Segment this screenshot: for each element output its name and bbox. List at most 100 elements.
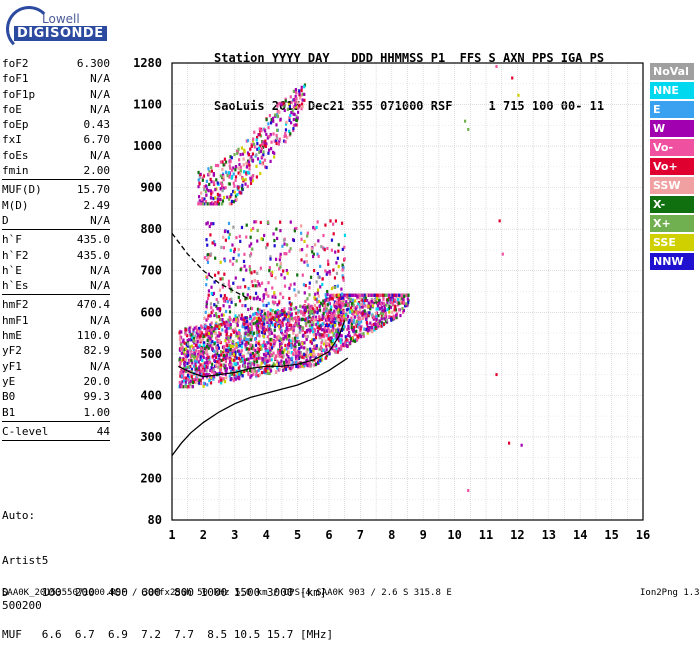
echo-point xyxy=(288,129,291,133)
echo-point xyxy=(289,311,292,315)
echo-point xyxy=(308,324,311,328)
echo-point xyxy=(255,373,258,377)
echo-point xyxy=(378,324,381,328)
echo-point xyxy=(191,335,194,340)
echo-point xyxy=(343,245,346,249)
echo-point xyxy=(395,313,398,317)
echo-point xyxy=(302,362,305,366)
echo-point xyxy=(247,372,250,377)
echo-point xyxy=(196,357,199,361)
echo-point xyxy=(359,320,363,324)
echo-point xyxy=(239,191,242,195)
echo-point xyxy=(280,352,283,357)
echo-point xyxy=(245,340,248,344)
echo-point xyxy=(278,137,281,141)
echo-point xyxy=(214,350,218,354)
echo-point xyxy=(205,300,208,304)
echo-point xyxy=(255,330,259,334)
echo-point xyxy=(187,342,190,346)
echo-point xyxy=(190,333,193,337)
echo-point xyxy=(312,252,315,256)
echo-point xyxy=(359,308,362,312)
echo-point xyxy=(209,189,212,193)
echo-point xyxy=(276,354,280,358)
echo-point xyxy=(206,383,209,387)
echo-point xyxy=(301,355,304,359)
echo-point xyxy=(332,222,335,226)
echo-point xyxy=(227,350,231,354)
echo-point xyxy=(376,296,379,301)
echo-point xyxy=(342,266,345,270)
echo-point xyxy=(279,292,282,296)
echo-point xyxy=(311,250,314,254)
echo-point xyxy=(234,175,238,179)
echo-point xyxy=(336,296,339,301)
echo-point xyxy=(295,91,298,95)
echo-point xyxy=(260,142,264,147)
echo-point xyxy=(290,317,293,321)
echo-point xyxy=(227,323,230,327)
echo-point xyxy=(239,344,242,348)
echo-point xyxy=(278,258,281,262)
echo-point xyxy=(240,345,243,349)
echo-point xyxy=(252,297,256,301)
echo-point xyxy=(214,256,217,260)
echo-point xyxy=(292,331,295,335)
echo-point xyxy=(195,349,198,353)
echo-point xyxy=(206,253,209,257)
echo-point xyxy=(303,313,306,317)
echo-point xyxy=(235,334,238,338)
echo-point xyxy=(213,342,216,346)
echo-point xyxy=(326,289,329,294)
echo-point xyxy=(247,362,250,366)
echo-point xyxy=(245,161,248,165)
echo-point xyxy=(283,276,286,280)
echo-point xyxy=(316,321,320,325)
echo-point xyxy=(299,355,302,359)
echo-point xyxy=(251,226,255,231)
echo-point xyxy=(259,324,263,328)
echo-point xyxy=(295,97,298,101)
echo-point xyxy=(393,308,396,312)
echo-point xyxy=(247,338,250,342)
echo-point xyxy=(288,334,291,338)
y-tick-label: 900 xyxy=(140,181,162,195)
echo-point xyxy=(292,128,295,133)
echo-point xyxy=(203,316,206,320)
echo-point xyxy=(251,351,255,355)
echo-point xyxy=(208,341,211,345)
echo-point xyxy=(217,271,220,275)
echo-point xyxy=(373,326,376,330)
echo-point xyxy=(270,118,273,122)
echo-point xyxy=(192,351,195,355)
echo-point xyxy=(271,116,275,121)
echo-point xyxy=(193,359,197,363)
echo-point xyxy=(238,364,241,369)
echo-point xyxy=(205,193,208,197)
param-row: hmE 110.0 xyxy=(2,328,110,343)
x-tick-label: 14 xyxy=(573,528,587,542)
echo-point xyxy=(239,152,242,157)
echo-point xyxy=(258,308,261,312)
echo-point xyxy=(364,316,368,321)
echo-point xyxy=(275,312,278,316)
echo-point xyxy=(206,353,209,357)
echo-point xyxy=(328,297,331,301)
echo-point xyxy=(290,100,293,104)
echo-point xyxy=(301,364,304,368)
echo-point xyxy=(242,170,246,174)
echo-point xyxy=(327,337,330,341)
echo-point xyxy=(206,275,209,279)
echo-point xyxy=(279,252,282,256)
param-value: N/A xyxy=(90,279,110,293)
echo-point xyxy=(402,301,405,306)
echo-point xyxy=(310,349,313,354)
echo-point xyxy=(250,307,254,311)
echo-point xyxy=(270,140,273,144)
echo-point xyxy=(319,334,322,339)
echo-point xyxy=(231,243,234,247)
echo-point xyxy=(184,347,188,351)
echo-point xyxy=(294,227,297,231)
echo-point xyxy=(334,314,337,318)
echo-point xyxy=(228,285,231,289)
